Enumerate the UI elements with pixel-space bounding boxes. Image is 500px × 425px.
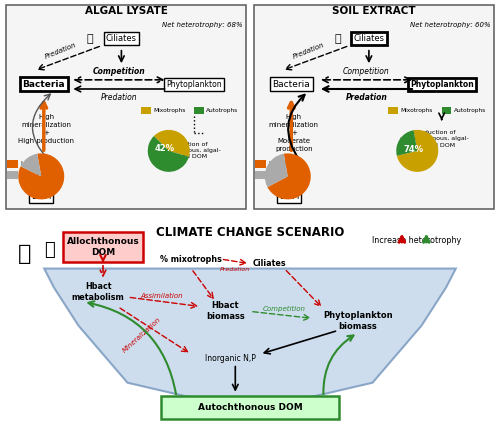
Text: Mixotrophs: Mixotrophs bbox=[153, 108, 186, 113]
Wedge shape bbox=[268, 153, 310, 199]
Text: Phytoplankton: Phytoplankton bbox=[166, 80, 222, 89]
Text: CLIMATE CHANGE SCENARIO: CLIMATE CHANGE SCENARIO bbox=[156, 226, 344, 239]
Text: Phytoplankton: Phytoplankton bbox=[410, 80, 474, 89]
Wedge shape bbox=[148, 136, 189, 172]
Text: Increase heterotrophy: Increase heterotrophy bbox=[372, 235, 461, 244]
Bar bbox=[442, 107, 452, 114]
Bar bbox=[255, 160, 266, 168]
Text: Production of
autochthonous, algal-
derived DOM: Production of autochthonous, algal- deri… bbox=[400, 130, 469, 147]
Bar bbox=[388, 107, 398, 114]
FancyBboxPatch shape bbox=[254, 6, 494, 209]
Text: Ciliates: Ciliates bbox=[354, 34, 384, 43]
Text: ALGAL LYSATE: ALGAL LYSATE bbox=[85, 6, 168, 16]
Text: Hbact
metabolism: Hbact metabolism bbox=[72, 282, 124, 303]
Text: 🌲: 🌲 bbox=[18, 244, 32, 264]
Text: Predation: Predation bbox=[346, 93, 388, 102]
Text: Ciliates: Ciliates bbox=[106, 34, 137, 43]
Text: High
mineralization
+
High production: High mineralization + High production bbox=[18, 114, 74, 144]
Bar bbox=[8, 171, 18, 179]
Wedge shape bbox=[154, 130, 190, 157]
Text: 74%: 74% bbox=[403, 145, 423, 154]
Text: Assimilation: Assimilation bbox=[140, 293, 183, 299]
Text: Hbact
biomass: Hbact biomass bbox=[206, 301, 245, 321]
Text: High
mineralization
+
Moderate
production: High mineralization + Moderate productio… bbox=[268, 114, 318, 152]
Polygon shape bbox=[44, 269, 456, 411]
Text: Mineralization: Mineralization bbox=[122, 317, 162, 354]
Text: Competition: Competition bbox=[343, 67, 390, 76]
FancyBboxPatch shape bbox=[64, 232, 142, 262]
Text: Inorganic N,P: Inorganic N,P bbox=[205, 354, 256, 363]
Wedge shape bbox=[18, 153, 64, 199]
Text: % mixotrophs: % mixotrophs bbox=[160, 255, 222, 264]
Bar bbox=[255, 171, 266, 179]
Text: Bacteria: Bacteria bbox=[22, 80, 65, 89]
Text: Competition: Competition bbox=[92, 67, 146, 76]
Text: Ciliates: Ciliates bbox=[253, 259, 286, 268]
Text: 🌲: 🌲 bbox=[44, 241, 54, 258]
Text: Refractory: Refractory bbox=[21, 173, 54, 178]
Text: Net heterotrophy: 68%: Net heterotrophy: 68% bbox=[162, 22, 242, 28]
Text: DOM: DOM bbox=[31, 192, 52, 201]
Wedge shape bbox=[396, 130, 417, 156]
Text: Labile: Labile bbox=[21, 162, 40, 166]
Text: Predation: Predation bbox=[292, 42, 325, 60]
Text: Allochthonous
DOM: Allochthonous DOM bbox=[66, 237, 140, 257]
Wedge shape bbox=[397, 130, 438, 172]
Text: Competition: Competition bbox=[263, 306, 306, 312]
Text: Phytoplankton
biomass: Phytoplankton biomass bbox=[323, 311, 392, 331]
Wedge shape bbox=[20, 154, 41, 176]
Bar bbox=[8, 160, 18, 168]
Text: Autotrophs: Autotrophs bbox=[206, 108, 238, 113]
Text: Predation: Predation bbox=[44, 42, 78, 60]
Text: Production of
autochthonous, algal-
derived DOM: Production of autochthonous, algal- deri… bbox=[152, 142, 221, 159]
Text: Mixotrophs: Mixotrophs bbox=[400, 108, 433, 113]
FancyBboxPatch shape bbox=[162, 397, 338, 419]
Text: Predation: Predation bbox=[100, 93, 138, 102]
Text: Bacteria: Bacteria bbox=[272, 80, 310, 89]
FancyBboxPatch shape bbox=[6, 6, 246, 209]
Wedge shape bbox=[264, 154, 288, 187]
Text: DOM: DOM bbox=[278, 192, 299, 201]
Text: Predation: Predation bbox=[220, 267, 250, 272]
Text: 🐦: 🐦 bbox=[334, 34, 340, 44]
Text: Autotrophs: Autotrophs bbox=[454, 108, 486, 113]
Bar bbox=[141, 107, 150, 114]
Text: SOIL EXTRACT: SOIL EXTRACT bbox=[332, 6, 415, 16]
Text: 42%: 42% bbox=[154, 144, 174, 153]
Text: Labile: Labile bbox=[268, 162, 287, 166]
Text: Net heterotrophy: 60%: Net heterotrophy: 60% bbox=[410, 22, 490, 28]
Text: Refractory: Refractory bbox=[268, 173, 301, 178]
Bar bbox=[194, 107, 204, 114]
Text: 🐦: 🐦 bbox=[86, 34, 93, 44]
Text: Autochthonous DOM: Autochthonous DOM bbox=[198, 403, 302, 412]
